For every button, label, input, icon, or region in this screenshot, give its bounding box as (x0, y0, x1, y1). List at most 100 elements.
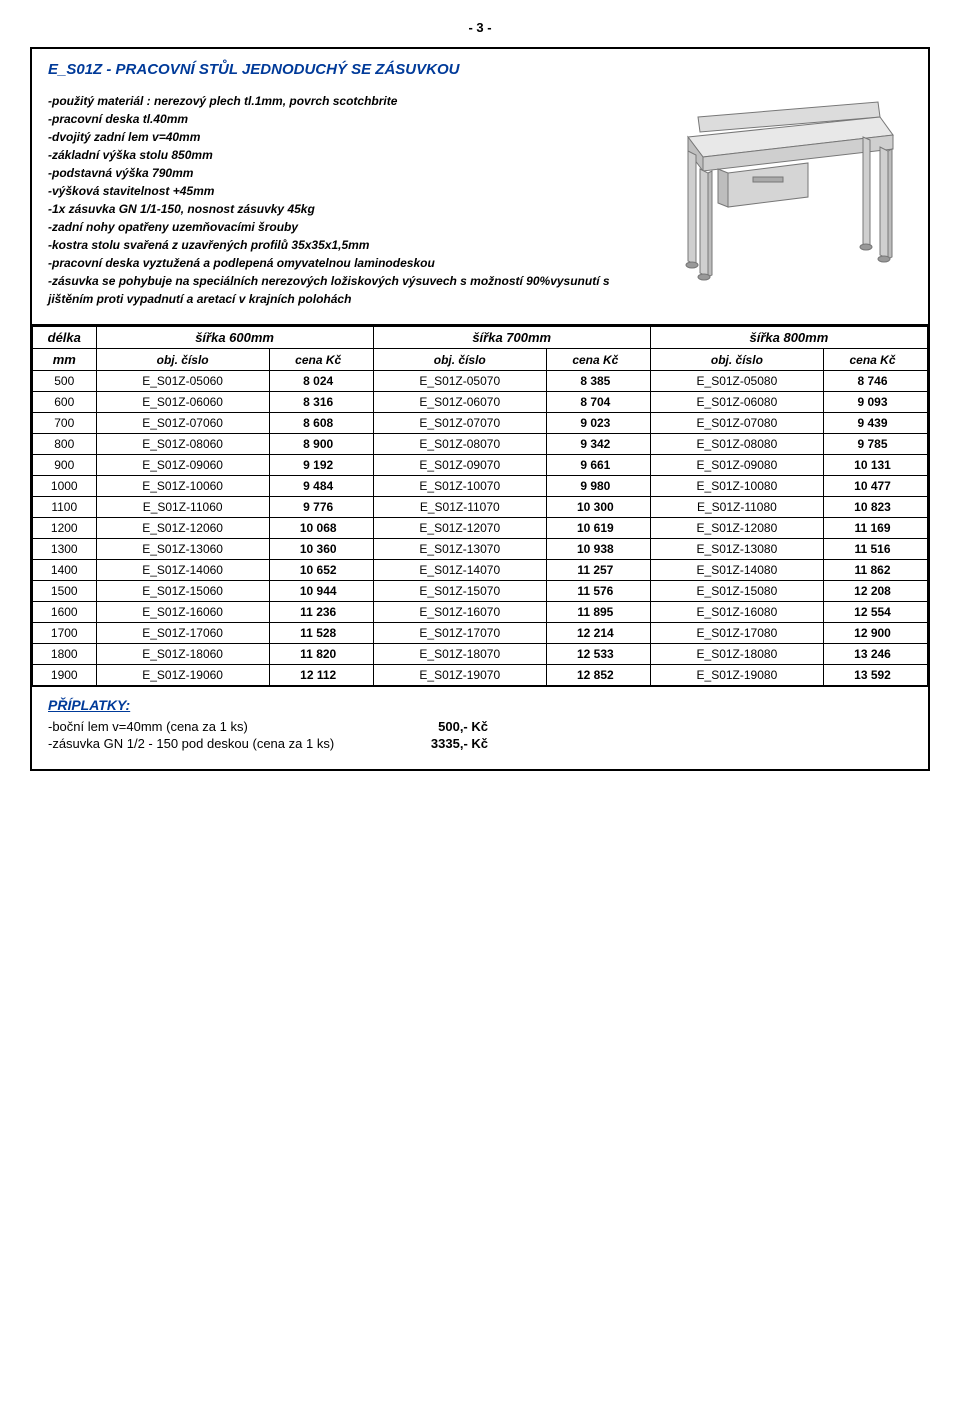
obj-cell: E_S01Z-06060 (96, 392, 269, 413)
obj-cell: E_S01Z-05070 (373, 371, 546, 392)
obj-cell: E_S01Z-12080 (650, 518, 823, 539)
price-cell: 10 652 (269, 560, 373, 581)
obj-cell: E_S01Z-13070 (373, 539, 546, 560)
price-cell: 10 131 (824, 455, 928, 476)
price-cell: 9 980 (546, 476, 650, 497)
sub-price-1: cena Kč (269, 349, 373, 371)
price-cell: 12 852 (546, 665, 650, 686)
price-cell: 10 477 (824, 476, 928, 497)
length-cell: 900 (33, 455, 97, 476)
surcharge-lines: -boční lem v=40mm (cena za 1 ks)500,- Kč… (48, 719, 912, 751)
price-table: délka šířka 600mm šířka 700mm šířka 800m… (32, 326, 928, 686)
spec-line: -zásuvka se pohybuje na speciálních nere… (48, 272, 622, 308)
content-frame: E_S01Z - PRACOVNÍ STŮL JEDNODUCHÝ SE ZÁS… (30, 47, 930, 771)
price-cell: 8 316 (269, 392, 373, 413)
obj-cell: E_S01Z-17070 (373, 623, 546, 644)
length-cell: 1600 (33, 602, 97, 623)
obj-cell: E_S01Z-19080 (650, 665, 823, 686)
table-row: 800E_S01Z-080608 900E_S01Z-080709 342E_S… (33, 434, 928, 455)
table-illustration-icon (658, 77, 908, 297)
obj-cell: E_S01Z-06070 (373, 392, 546, 413)
surcharge-price: 3335,- Kč (388, 736, 488, 751)
length-cell: 700 (33, 413, 97, 434)
table-row: 1300E_S01Z-1306010 360E_S01Z-1307010 938… (33, 539, 928, 560)
spec-line: -pracovní deska tl.40mm (48, 110, 622, 128)
spec-line: -zadní nohy opatřeny uzemňovacími šrouby (48, 218, 622, 236)
price-cell: 10 823 (824, 497, 928, 518)
surcharge-price: 500,- Kč (388, 719, 488, 734)
length-cell: 1800 (33, 644, 97, 665)
obj-cell: E_S01Z-19060 (96, 665, 269, 686)
price-cell: 9 776 (269, 497, 373, 518)
obj-cell: E_S01Z-14080 (650, 560, 823, 581)
price-cell: 8 385 (546, 371, 650, 392)
price-cell: 11 257 (546, 560, 650, 581)
spec-line: -použitý materiál : nerezový plech tl.1m… (48, 92, 622, 110)
price-cell: 10 360 (269, 539, 373, 560)
obj-cell: E_S01Z-11080 (650, 497, 823, 518)
table-row: 500E_S01Z-050608 024E_S01Z-050708 385E_S… (33, 371, 928, 392)
obj-cell: E_S01Z-07070 (373, 413, 546, 434)
price-cell: 13 592 (824, 665, 928, 686)
table-row: 1600E_S01Z-1606011 236E_S01Z-1607011 895… (33, 602, 928, 623)
len-header-top: délka (33, 327, 97, 349)
length-cell: 800 (33, 434, 97, 455)
obj-cell: E_S01Z-16070 (373, 602, 546, 623)
price-cell: 9 192 (269, 455, 373, 476)
price-cell: 9 484 (269, 476, 373, 497)
spec-line: -dvojitý zadní lem v=40mm (48, 128, 622, 146)
group-800: šířka 800mm (650, 327, 927, 349)
obj-cell: E_S01Z-12060 (96, 518, 269, 539)
surcharge-label: -zásuvka GN 1/2 - 150 pod deskou (cena z… (48, 736, 388, 751)
sub-obj-3: obj. číslo (650, 349, 823, 371)
obj-cell: E_S01Z-09080 (650, 455, 823, 476)
obj-cell: E_S01Z-07060 (96, 413, 269, 434)
table-row: 1500E_S01Z-1506010 944E_S01Z-1507011 576… (33, 581, 928, 602)
price-cell: 11 516 (824, 539, 928, 560)
table-row: 900E_S01Z-090609 192E_S01Z-090709 661E_S… (33, 455, 928, 476)
length-cell: 1200 (33, 518, 97, 539)
table-row: 600E_S01Z-060608 316E_S01Z-060708 704E_S… (33, 392, 928, 413)
price-cell: 10 938 (546, 539, 650, 560)
price-cell: 8 704 (546, 392, 650, 413)
price-cell: 8 024 (269, 371, 373, 392)
obj-cell: E_S01Z-12070 (373, 518, 546, 539)
obj-cell: E_S01Z-10070 (373, 476, 546, 497)
obj-cell: E_S01Z-08080 (650, 434, 823, 455)
price-cell: 11 236 (269, 602, 373, 623)
length-cell: 1300 (33, 539, 97, 560)
obj-cell: E_S01Z-08060 (96, 434, 269, 455)
price-cell: 8 746 (824, 371, 928, 392)
obj-cell: E_S01Z-15070 (373, 581, 546, 602)
price-cell: 11 862 (824, 560, 928, 581)
obj-cell: E_S01Z-09070 (373, 455, 546, 476)
obj-cell: E_S01Z-17080 (650, 623, 823, 644)
obj-cell: E_S01Z-18070 (373, 644, 546, 665)
price-cell: 9 661 (546, 455, 650, 476)
spec-line: -pracovní deska vyztužená a podlepená om… (48, 254, 622, 272)
obj-cell: E_S01Z-05060 (96, 371, 269, 392)
price-cell: 11 576 (546, 581, 650, 602)
length-cell: 1000 (33, 476, 97, 497)
price-cell: 8 608 (269, 413, 373, 434)
price-cell: 11 895 (546, 602, 650, 623)
obj-cell: E_S01Z-07080 (650, 413, 823, 434)
obj-cell: E_S01Z-09060 (96, 455, 269, 476)
length-cell: 1700 (33, 623, 97, 644)
obj-cell: E_S01Z-17060 (96, 623, 269, 644)
sub-obj-1: obj. číslo (96, 349, 269, 371)
sub-obj-2: obj. číslo (373, 349, 546, 371)
price-cell: 13 246 (824, 644, 928, 665)
length-cell: 1500 (33, 581, 97, 602)
spec-line: -1x zásuvka GN 1/1-150, nosnost zásuvky … (48, 200, 622, 218)
obj-cell: E_S01Z-13080 (650, 539, 823, 560)
obj-cell: E_S01Z-18080 (650, 644, 823, 665)
length-cell: 1100 (33, 497, 97, 518)
obj-cell: E_S01Z-18060 (96, 644, 269, 665)
price-cell: 9 439 (824, 413, 928, 434)
table-row: 700E_S01Z-070608 608E_S01Z-070709 023E_S… (33, 413, 928, 434)
surcharge-title: PŘÍPLATKY: (48, 697, 912, 713)
spec-list: -použitý materiál : nerezový plech tl.1m… (48, 92, 622, 308)
len-header-bot: mm (33, 349, 97, 371)
obj-cell: E_S01Z-15060 (96, 581, 269, 602)
